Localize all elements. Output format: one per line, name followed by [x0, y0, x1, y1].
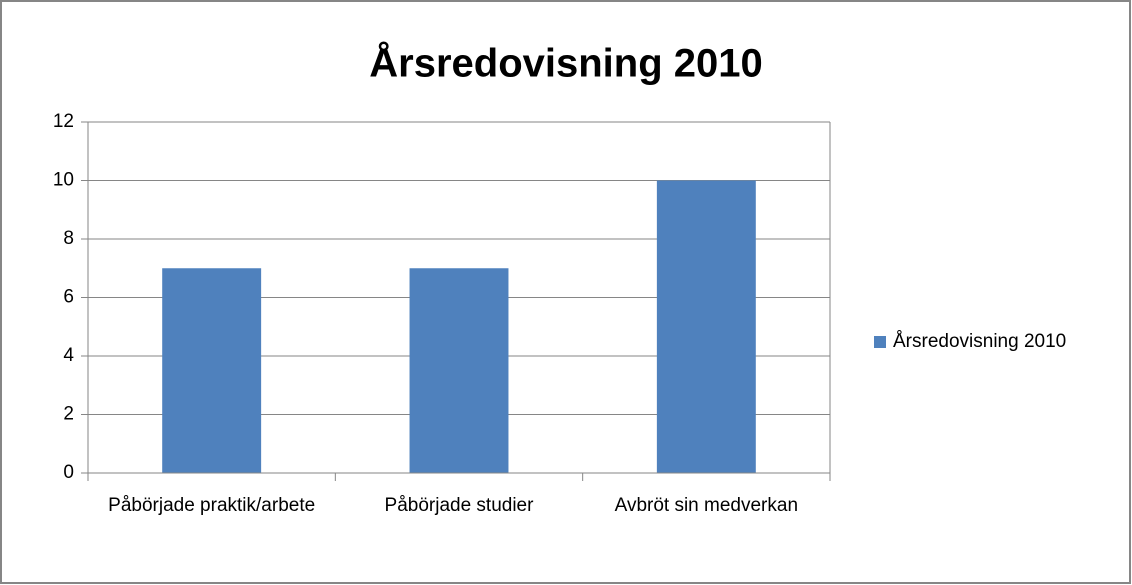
chart-title: Årsredovisning 2010 — [369, 41, 763, 86]
y-tick-label: 6 — [63, 287, 74, 308]
y-tick-label: 12 — [53, 111, 74, 132]
y-tick-label: 8 — [63, 228, 74, 249]
x-tick-label: Påbörjade studier — [384, 495, 534, 516]
y-tick-label: 10 — [53, 170, 74, 191]
bar — [162, 268, 262, 473]
x-tick-label: Avbröt sin medverkan — [614, 495, 799, 516]
legend-swatch — [874, 336, 886, 348]
y-tick-label: 2 — [63, 404, 74, 425]
y-tick-label: 0 — [63, 462, 74, 483]
bar — [409, 268, 509, 473]
y-tick-label: 4 — [63, 345, 74, 366]
legend-label: Årsredovisning 2010 — [893, 331, 1066, 352]
x-tick-label: Påbörjade praktik/arbete — [108, 495, 316, 516]
bar — [656, 180, 756, 473]
